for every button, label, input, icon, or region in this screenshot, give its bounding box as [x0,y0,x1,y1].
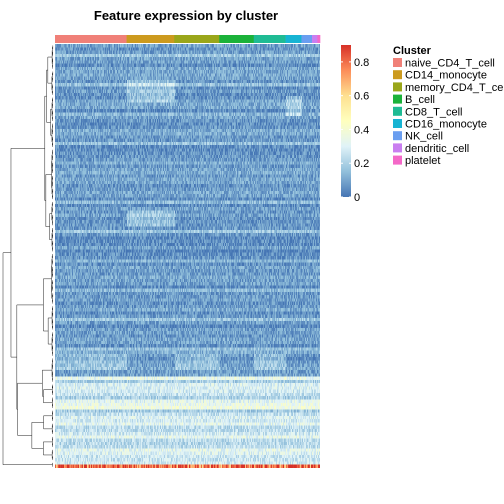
annotation-segment-NK_cell [301,35,313,43]
legend-label-platelet: platelet [405,155,440,167]
annotation-segment-CD8_T_cell [253,35,286,43]
legend-swatch-CD8_T_cell [393,106,402,116]
dendrogram-branches [2,45,54,467]
legend-swatch-CD16_monocyte [393,119,402,128]
chart-title: Feature expression by cluster [94,8,278,23]
legend-swatch-NK_cell [393,131,402,141]
colorbar-tick-label: 0.4 [354,124,369,136]
heatmap-body [55,44,320,468]
legend-label-dendritic_cell: dendritic_cell [405,143,469,155]
color-scale-bar [341,45,351,197]
legend-label-CD16_monocyte: CD16_monocyte [405,119,487,131]
annotation-segment-memory_CD4_T_cell [174,35,220,43]
legend-label-naive_CD4_T_cell: naive_CD4_T_cell [405,58,495,70]
legend-swatch-naive_CD4_T_cell [393,58,402,67]
colorbar-tick-label: 0 [354,192,360,204]
annotation-segment-naive_CD4_T_cell [55,35,127,43]
legend-title: Cluster [393,45,432,57]
heatmap-cells [55,44,320,468]
colorbar-tick-label: 0.2 [354,158,369,170]
cluster-annotation-bar [55,35,321,43]
color-scale-legend: 0 0.2 0.4 0.6 0.8 [341,45,369,204]
legend-swatch-dendritic_cell [393,143,402,153]
colorbar-tick-label: 0.6 [354,91,369,103]
annotation-segment-B_cell [219,35,255,43]
colorbar-tick-label: 0.8 [354,57,369,69]
annotation-segment-CD14_monocyte [126,35,175,43]
legend-swatch-platelet [393,155,402,165]
legend-label-CD14_monocyte: CD14_monocyte [405,70,487,82]
legend-label-NK_cell: NK_cell [405,131,443,143]
legend-label-B_cell: B_cell [405,94,435,106]
annotation-segment-platelet [317,35,321,43]
row-dendrogram [2,45,54,467]
legend-label-memory_CD4_T_cell: memory_CD4_T_cell [405,82,504,94]
cluster-legend: Cluster naive_CD4_T_cellCD14_monocytemem… [393,45,504,167]
annotation-segment-CD16_monocyte [285,35,302,43]
legend-swatch-memory_CD4_T_cell [393,82,402,92]
legend-swatch-B_cell [393,94,402,104]
legend-swatch-CD14_monocyte [393,70,402,80]
annotation-segment-dendritic_cell [312,35,318,43]
legend-label-CD8_T_cell: CD8_T_cell [405,106,462,118]
